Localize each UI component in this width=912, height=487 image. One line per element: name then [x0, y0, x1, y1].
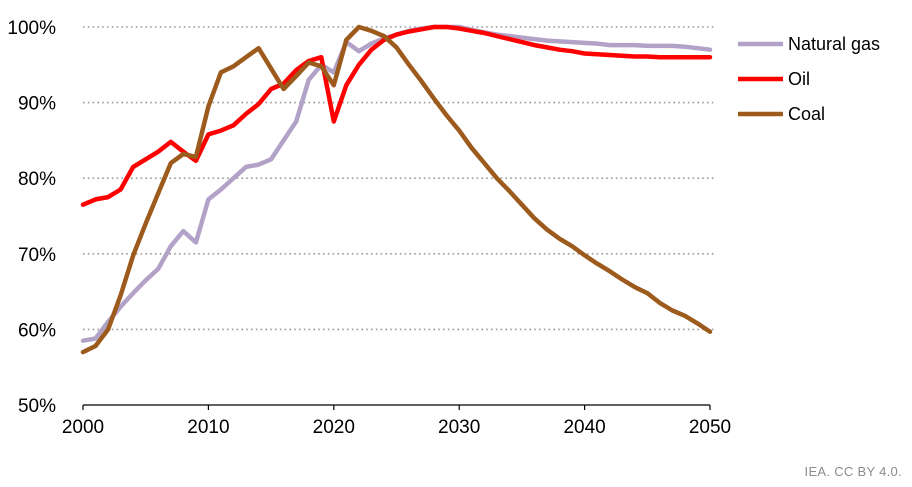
- legend: Natural gas Oil Coal: [738, 34, 880, 124]
- x-tick-label-2010: 2010: [187, 417, 229, 438]
- x-tick-label-2040: 2040: [563, 417, 605, 438]
- legend-label-oil: Oil: [788, 69, 810, 89]
- legend-label-coal: Coal: [788, 104, 825, 124]
- y-tick-label-60: 60%: [18, 320, 56, 341]
- y-tick-label-100: 100%: [7, 18, 56, 39]
- x-tick-label-2020: 2020: [313, 417, 355, 438]
- x-tick-label-2030: 2030: [438, 417, 480, 438]
- series-line-natural-gas: [80, 24, 713, 343]
- x-tick-label-2000: 2000: [62, 417, 104, 438]
- series-line-coal: [80, 24, 713, 355]
- y-tick-label-70: 70%: [18, 245, 56, 266]
- y-tick-label-50: 50%: [18, 396, 56, 417]
- series-lines: [80, 24, 713, 355]
- gridlines: [83, 26, 715, 331]
- y-tick-label-80: 80%: [18, 169, 56, 190]
- source-credit: IEA. CC BY 4.0.: [804, 464, 902, 479]
- y-axis-tick-labels: 50% 60% 70% 80% 90% 100%: [7, 18, 56, 417]
- x-axis-tick-labels: 2000 2010 2020 2030 2040 2050: [62, 417, 731, 438]
- y-tick-label-90: 90%: [18, 94, 56, 115]
- x-axis: [82, 404, 711, 410]
- x-tick-label-2050: 2050: [689, 417, 731, 438]
- legend-label-natural-gas: Natural gas: [788, 34, 880, 54]
